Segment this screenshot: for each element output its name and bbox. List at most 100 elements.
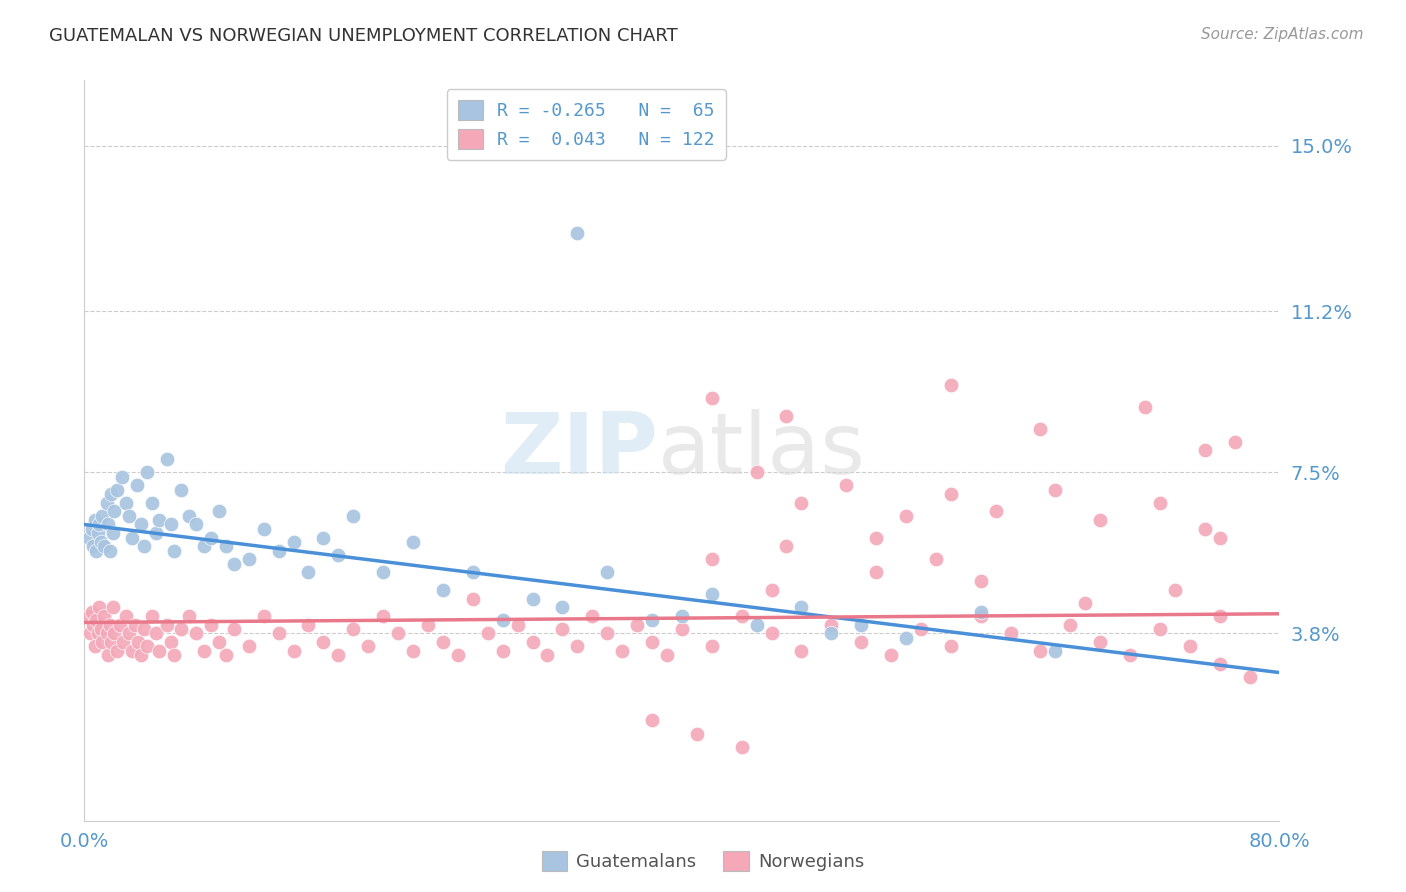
Point — [96, 626, 118, 640]
Point — [103, 626, 125, 640]
Point — [253, 609, 276, 624]
Point — [894, 631, 917, 645]
Point — [90, 622, 112, 636]
Point — [731, 609, 754, 624]
Point — [222, 622, 245, 636]
Point — [373, 566, 395, 580]
Point — [492, 644, 515, 658]
Point — [103, 504, 125, 518]
Point — [155, 617, 177, 632]
Point — [148, 644, 170, 658]
Point — [83, 513, 105, 527]
Point — [160, 635, 183, 649]
Point — [101, 600, 124, 615]
Point — [105, 644, 128, 658]
Point — [1059, 617, 1081, 632]
Point — [1178, 640, 1201, 654]
Point — [373, 609, 395, 624]
Point — [312, 531, 335, 545]
Point — [1209, 609, 1232, 624]
Point — [89, 600, 111, 615]
Point — [267, 543, 290, 558]
Point — [1209, 657, 1232, 671]
Point — [121, 531, 143, 545]
Point — [894, 508, 917, 523]
Point — [1045, 644, 1067, 658]
Point — [939, 378, 962, 392]
Point — [200, 617, 222, 632]
Point — [1119, 648, 1142, 662]
Point — [641, 635, 664, 649]
Point — [700, 391, 723, 405]
Point — [118, 626, 141, 640]
Point — [89, 517, 111, 532]
Point — [215, 648, 238, 662]
Point — [984, 504, 1007, 518]
Point — [655, 648, 678, 662]
Point — [551, 622, 574, 636]
Point — [238, 552, 260, 566]
Point — [596, 626, 619, 640]
Point — [177, 609, 200, 624]
Point — [127, 635, 149, 649]
Point — [641, 613, 664, 627]
Point — [283, 535, 305, 549]
Point — [761, 626, 783, 640]
Point — [1133, 400, 1156, 414]
Point — [1029, 422, 1052, 436]
Point — [1194, 443, 1216, 458]
Point — [790, 600, 813, 615]
Point — [761, 582, 783, 597]
Point — [745, 465, 768, 479]
Point — [170, 483, 193, 497]
Point — [342, 622, 364, 636]
Point — [267, 626, 290, 640]
Point — [118, 508, 141, 523]
Point — [97, 648, 120, 662]
Point — [461, 591, 484, 606]
Point — [790, 496, 813, 510]
Point — [865, 566, 887, 580]
Point — [387, 626, 409, 640]
Point — [110, 617, 132, 632]
Point — [100, 487, 122, 501]
Point — [925, 552, 948, 566]
Point — [145, 626, 167, 640]
Point — [208, 504, 231, 518]
Point — [506, 617, 529, 632]
Point — [115, 609, 138, 624]
Point — [253, 522, 276, 536]
Point — [461, 566, 484, 580]
Point — [522, 591, 544, 606]
Point — [87, 626, 110, 640]
Legend: Guatemalans, Norwegians: Guatemalans, Norwegians — [534, 844, 872, 879]
Point — [79, 626, 101, 640]
Point — [612, 644, 634, 658]
Point — [970, 609, 993, 624]
Point — [77, 531, 100, 545]
Point — [97, 517, 120, 532]
Text: Source: ZipAtlas.com: Source: ZipAtlas.com — [1201, 27, 1364, 42]
Point — [186, 517, 208, 532]
Point — [297, 617, 319, 632]
Point — [432, 582, 454, 597]
Point — [100, 635, 122, 649]
Point — [1164, 582, 1187, 597]
Point — [851, 617, 873, 632]
Point — [939, 487, 962, 501]
Point — [215, 539, 238, 553]
Point — [115, 496, 138, 510]
Point — [1090, 635, 1112, 649]
Point — [124, 617, 146, 632]
Point — [1223, 434, 1246, 449]
Point — [101, 526, 124, 541]
Point — [1090, 513, 1112, 527]
Point — [700, 552, 723, 566]
Point — [775, 409, 797, 423]
Point — [222, 557, 245, 571]
Point — [671, 622, 693, 636]
Point — [132, 622, 156, 636]
Point — [77, 609, 100, 624]
Point — [121, 644, 143, 658]
Point — [105, 483, 128, 497]
